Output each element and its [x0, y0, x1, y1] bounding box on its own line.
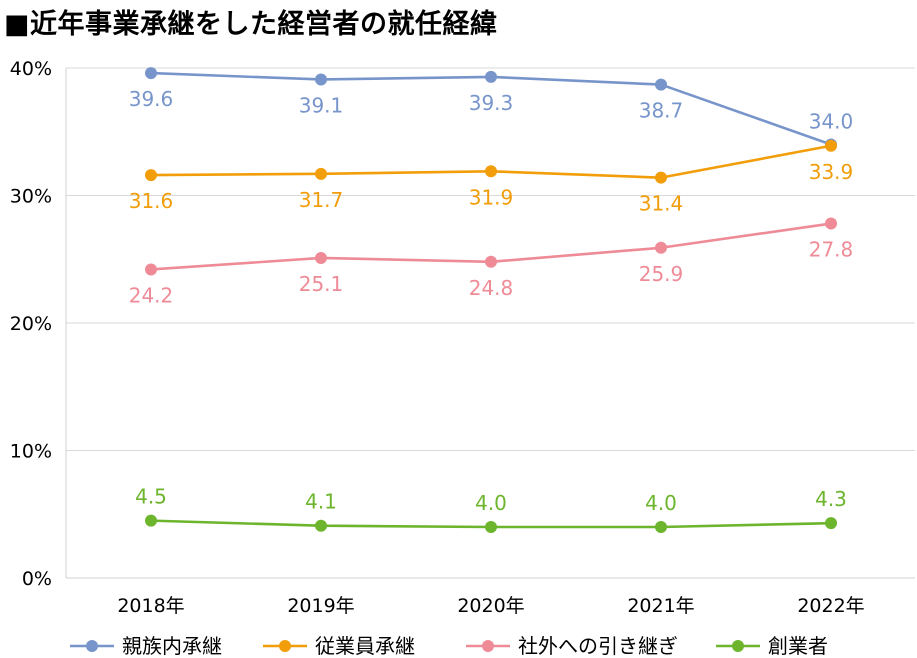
legend-label: 従業員承継	[315, 634, 415, 658]
x-tick-label: 2021年	[627, 595, 694, 617]
data-point	[825, 517, 837, 530]
data-point	[315, 519, 327, 532]
data-point	[485, 255, 497, 268]
legend-label: 社外への引き継ぎ	[518, 634, 678, 658]
y-tick-label: 30%	[10, 186, 52, 208]
data-point	[485, 521, 497, 533]
x-tick-label: 2022年	[797, 595, 864, 617]
legend-label: 親族内承継	[122, 634, 222, 658]
data-point	[825, 139, 837, 152]
gridlines	[66, 67, 915, 579]
data-point	[315, 251, 327, 264]
series-lines	[145, 67, 837, 533]
data-label: 27.8	[809, 238, 854, 262]
data-point	[655, 171, 667, 184]
data-label: 31.6	[129, 189, 174, 213]
data-point	[145, 169, 157, 182]
data-label: 31.7	[299, 188, 344, 212]
legend-label: 創業者	[768, 634, 828, 658]
data-label: 31.9	[469, 185, 514, 209]
data-point	[145, 514, 157, 527]
data-label: 39.1	[299, 93, 344, 117]
data-label: 33.9	[809, 160, 854, 184]
data-point	[825, 217, 837, 230]
y-tick-label: 0%	[22, 568, 52, 590]
data-point	[655, 78, 667, 91]
data-labels: 39.6 39.1 39.3 38.7 34.0 31.6 31.7 31.9 31.4 33.9…	[129, 87, 854, 515]
legend-marker	[482, 640, 494, 652]
data-label: 24.2	[129, 283, 174, 307]
data-label: 4.0	[645, 491, 677, 515]
legend-marker	[86, 640, 98, 652]
chart-title: ■近年事業承継をした経営者の就任経緯	[4, 9, 498, 40]
data-point	[485, 70, 497, 83]
data-label: 31.4	[639, 192, 684, 216]
data-label: 4.1	[305, 490, 337, 514]
data-label: 39.3	[469, 91, 514, 115]
data-label: 24.8	[469, 276, 514, 300]
data-point	[145, 67, 157, 80]
data-label: 39.6	[129, 87, 174, 111]
data-label: 4.3	[815, 487, 847, 511]
data-label: 34.0	[809, 110, 854, 134]
data-label: 38.7	[639, 99, 684, 123]
data-point	[315, 167, 327, 180]
data-point	[315, 73, 327, 86]
y-tick-label: 40%	[10, 58, 52, 80]
axes: 0% 10% 20% 30% 40% 2018年 2019年 2020年 2021年 2022年	[10, 58, 865, 617]
x-tick-label: 2020年	[457, 595, 524, 617]
data-point	[485, 165, 497, 178]
data-point	[655, 521, 667, 533]
data-label: 4.0	[475, 491, 507, 515]
x-tick-label: 2019年	[287, 595, 354, 617]
data-label: 25.9	[639, 262, 684, 286]
data-point	[145, 263, 157, 276]
x-tick-label: 2018年	[117, 595, 184, 617]
data-label: 4.5	[135, 485, 167, 509]
legend-marker	[732, 640, 744, 652]
legend: 親族内承継 従業員承継 社外への引き継ぎ 創業者	[70, 634, 828, 658]
y-tick-label: 20%	[10, 313, 52, 335]
data-label: 25.1	[299, 272, 344, 296]
legend-marker	[279, 640, 291, 652]
y-tick-label: 10%	[10, 441, 52, 463]
data-point	[655, 241, 667, 254]
